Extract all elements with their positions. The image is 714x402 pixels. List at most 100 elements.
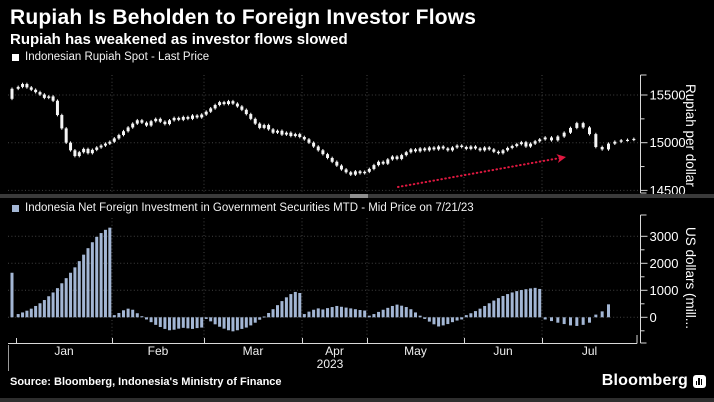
- bar: [240, 317, 244, 329]
- bar: [349, 308, 353, 318]
- candle-body: [204, 111, 208, 115]
- candle-body: [253, 118, 257, 124]
- y-tick-label: 0: [650, 310, 657, 325]
- bar: [34, 305, 38, 318]
- x-tick-label-month: Jun: [493, 344, 512, 358]
- bar: [271, 309, 275, 318]
- candle-body: [501, 150, 505, 154]
- candle-body: [51, 96, 55, 101]
- candle-body: [258, 123, 262, 128]
- bar: [506, 294, 510, 318]
- bar: [218, 317, 222, 327]
- candle-body: [353, 171, 357, 175]
- bar: [149, 317, 153, 323]
- bar: [73, 267, 77, 318]
- bar: [145, 317, 148, 320]
- candle-body: [82, 148, 86, 153]
- y-tick-label: 2000: [650, 256, 679, 271]
- candle-body: [335, 161, 339, 166]
- bar: [47, 296, 51, 318]
- legend-rupiah-spot: Indonesian Rupiah Spot - Last Price: [12, 51, 209, 63]
- candle-body: [158, 118, 162, 122]
- y-tick-label: 3000: [650, 229, 679, 244]
- bar: [90, 242, 94, 318]
- candle-body: [95, 147, 99, 150]
- candle-body: [478, 148, 482, 151]
- candle-body: [244, 109, 248, 115]
- candle-body: [538, 139, 542, 142]
- candle-body: [267, 125, 271, 130]
- candle-body: [276, 130, 279, 133]
- candle-body: [483, 147, 487, 151]
- candle-body: [218, 102, 222, 106]
- candle-body: [496, 151, 500, 154]
- bar: [16, 314, 20, 318]
- candle-body: [575, 123, 579, 128]
- candle-body: [432, 147, 436, 150]
- bar: [367, 315, 371, 318]
- candle-body: [191, 115, 194, 119]
- candle-body: [25, 84, 29, 88]
- candle-body: [186, 116, 190, 119]
- candle-body: [312, 142, 316, 147]
- candle-body: [154, 118, 158, 122]
- x-tick-label-month: Mar: [243, 344, 264, 358]
- bar: [562, 317, 566, 325]
- candle-body: [262, 125, 266, 128]
- panel-divider-handle[interactable]: [350, 194, 368, 198]
- page-title: Rupiah Is Beholden to Foreign Investor F…: [10, 6, 477, 29]
- bar: [51, 292, 55, 318]
- bar: [42, 300, 46, 318]
- bar: [510, 292, 514, 318]
- bar: [289, 294, 293, 318]
- candle-body: [519, 142, 523, 145]
- candle-body: [149, 121, 153, 126]
- bar: [103, 229, 107, 318]
- bar: [231, 317, 235, 332]
- candle-body: [181, 116, 185, 120]
- bar: [55, 288, 59, 318]
- page-subtitle: Rupiah has weakened as investor flows sl…: [10, 31, 348, 48]
- candle-body: [543, 137, 547, 140]
- bar: [168, 317, 171, 331]
- candle-body: [400, 155, 404, 159]
- bar: [298, 293, 302, 318]
- bar: [533, 287, 537, 318]
- bar: [441, 317, 445, 326]
- bar: [363, 310, 367, 318]
- y-axis-title-bottom: US dollars (mill...: [683, 226, 698, 329]
- candle-body: [619, 140, 623, 142]
- candle-body: [446, 148, 450, 151]
- candle-body: [227, 101, 230, 105]
- trend-arrow-head: [556, 154, 566, 164]
- bar: [464, 315, 468, 318]
- candle-body: [86, 148, 90, 154]
- bar: [235, 317, 239, 331]
- bar: [307, 311, 311, 318]
- bar: [312, 309, 316, 318]
- bar: [95, 236, 99, 318]
- candle-body: [473, 146, 477, 149]
- candle-body: [492, 149, 496, 152]
- candle-body: [222, 102, 226, 105]
- bar: [326, 308, 330, 318]
- bar: [339, 306, 343, 318]
- bar: [25, 310, 29, 318]
- y-tick-label: 15000: [650, 135, 686, 150]
- candle-body: [613, 141, 617, 144]
- candle-body: [73, 150, 77, 157]
- candle-body: [455, 145, 459, 148]
- candle-body: [427, 147, 431, 151]
- bar: [423, 317, 427, 319]
- bar: [483, 305, 487, 318]
- candle-body: [358, 171, 362, 174]
- bloomberg-logo: Bloomberg: [602, 372, 706, 390]
- bar: [455, 317, 459, 321]
- x-tick-label-month: Apr: [325, 344, 344, 358]
- candle-body: [330, 157, 334, 162]
- candle-body: [200, 114, 204, 118]
- bar: [140, 316, 144, 318]
- bar: [569, 317, 572, 326]
- candle-body: [235, 103, 239, 107]
